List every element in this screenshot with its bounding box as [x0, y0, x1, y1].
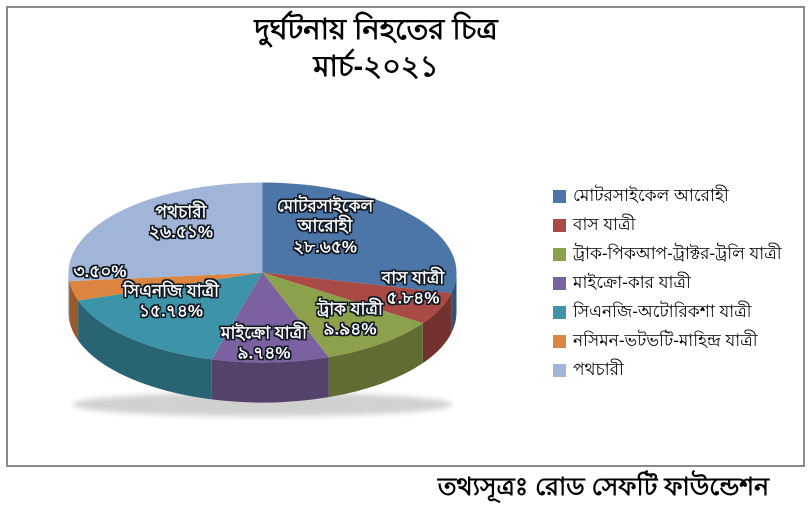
legend-item: মোটরসাইকেল আরোহী: [553, 182, 782, 211]
legend-item: সিএনজি-অটোরিকশা যাত্রী: [553, 298, 782, 327]
legend-swatch-icon: [553, 277, 566, 290]
legend-item: মাইক্রো-কার যাত্রী: [553, 269, 782, 298]
legend-item: বাস যাত্রী: [553, 211, 782, 240]
legend-swatch-icon: [553, 190, 566, 203]
chart-title-block: দুর্ঘটনায় নিহতের চিত্র মার্চ-২০২১: [0, 12, 752, 85]
legend-item-label: পথচারী: [573, 359, 624, 379]
source-text: তথ্যসূত্রঃ রোড সেফটি ফাউন্ডেশন: [437, 473, 769, 501]
chart-subtitle: মার্চ-২০২১: [313, 50, 439, 83]
legend-item-label: মোটরসাইকেল আরোহী: [573, 185, 729, 205]
legend-item-label: বাস যাত্রী: [573, 214, 636, 234]
legend-item-label: মাইক্রো-কার যাত্রী: [573, 272, 691, 292]
legend-item: পথচারী: [553, 356, 782, 385]
legend-item-label: সিএনজি-অটোরিকশা যাত্রী: [573, 301, 752, 321]
legend-item-label: নসিমন-ভটভটি-মাহিন্দ্র যাত্রী: [573, 330, 758, 350]
legend-swatch-icon: [553, 335, 566, 348]
legend-swatch-icon: [553, 248, 566, 261]
chart-title: দুর্ঘটনায় নিহতের চিত্র: [254, 14, 498, 46]
legend-swatch-icon: [553, 364, 566, 377]
legend-item: নসিমন-ভটভটি-মাহিন্দ্র যাত্রী: [553, 327, 782, 356]
legend-item-label: ট্রাক-পিকআপ-ট্রাক্টর-ট্রলি যাত্রী: [573, 243, 782, 263]
legend-swatch-icon: [553, 219, 566, 232]
legend-item: ট্রাক-পিকআপ-ট্রাক্টর-ট্রলি যাত্রী: [553, 240, 782, 269]
legend: মোটরসাইকেল আরোহী বাস যাত্রী ট্রাক-পিকআপ-ট্…: [553, 182, 782, 385]
legend-swatch-icon: [553, 306, 566, 319]
